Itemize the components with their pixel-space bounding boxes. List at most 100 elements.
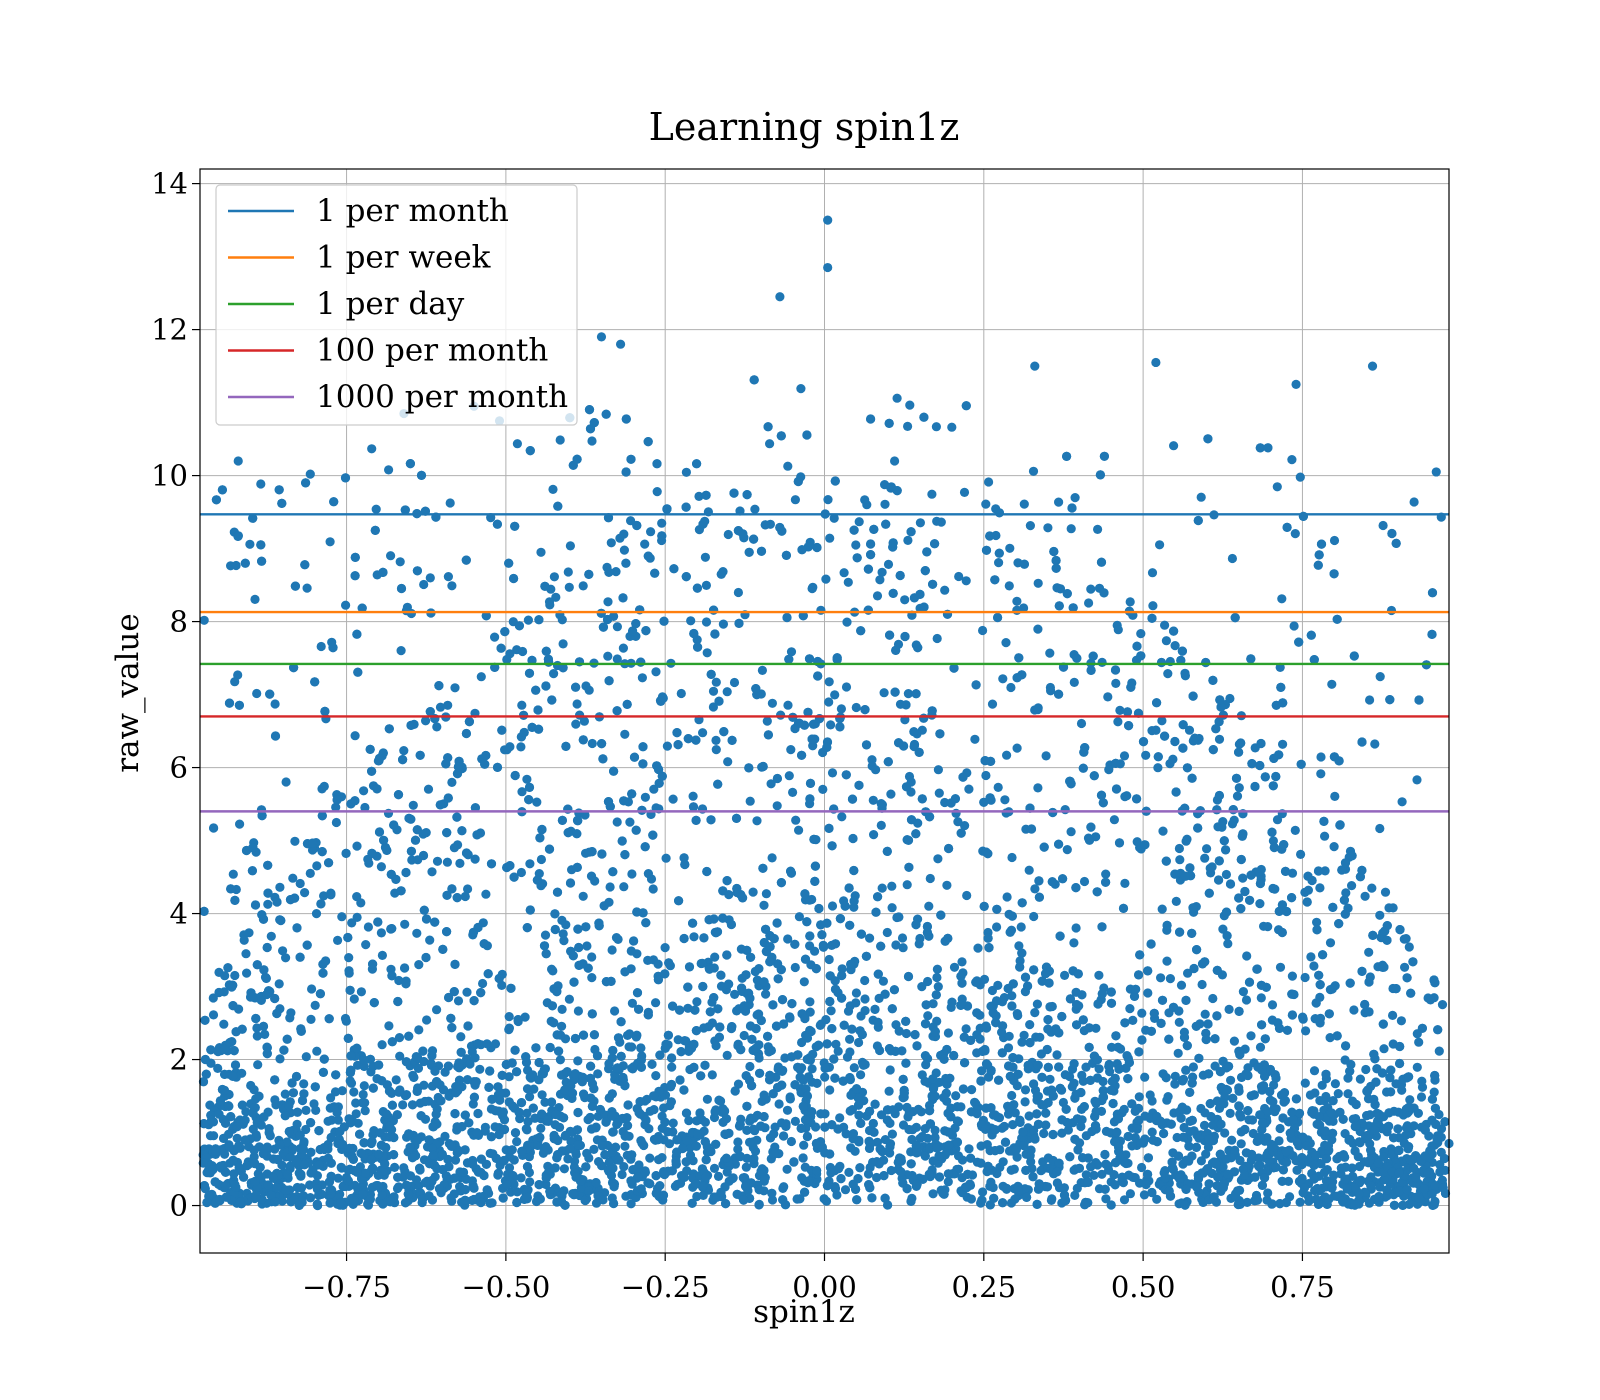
- scatter-point: [463, 884, 473, 894]
- scatter-point: [1099, 451, 1109, 461]
- scatter-point: [376, 928, 386, 938]
- scatter-point: [886, 789, 896, 799]
- scatter-point: [1143, 988, 1153, 998]
- scatter-point: [400, 919, 410, 929]
- scatter-point: [1045, 1074, 1055, 1084]
- scatter-point: [1008, 1120, 1018, 1130]
- scatter-point: [1024, 1111, 1034, 1121]
- scatter-point: [333, 1173, 343, 1183]
- scatter-point: [612, 817, 622, 827]
- scatter-point: [510, 1045, 520, 1055]
- scatter-point: [1051, 555, 1061, 566]
- scatter-point: [943, 1177, 953, 1187]
- scatter-point: [713, 1171, 724, 1181]
- scatter-point: [391, 1075, 401, 1085]
- scatter-point: [951, 1091, 961, 1101]
- scatter-point: [1362, 1111, 1372, 1121]
- scatter-point: [953, 817, 963, 827]
- scatter-point: [380, 1159, 390, 1169]
- scatter-point: [640, 539, 650, 549]
- scatter-point: [872, 1041, 883, 1051]
- scatter-point: [879, 688, 889, 698]
- scatter-point: [683, 982, 693, 992]
- scatter-point: [516, 1173, 526, 1183]
- scatter-point: [421, 716, 431, 726]
- scatter-point: [992, 1112, 1003, 1122]
- scatter-point: [884, 1086, 894, 1096]
- scatter-point: [1248, 1128, 1258, 1139]
- scatter-point: [957, 978, 967, 988]
- scatter-point: [793, 476, 803, 487]
- scatter-point: [558, 663, 568, 673]
- scatter-point: [823, 495, 833, 505]
- scatter-point: [676, 688, 686, 699]
- scatter-point: [395, 557, 405, 567]
- scatter-point: [675, 1005, 685, 1015]
- scatter-point: [1113, 717, 1123, 727]
- scatter-point: [924, 901, 934, 911]
- scatter-point: [376, 862, 386, 872]
- scatter-point: [810, 946, 820, 956]
- scatter-point: [667, 1053, 677, 1063]
- scatter-point: [748, 887, 758, 897]
- scatter-point: [1097, 657, 1107, 668]
- scatter-point: [1046, 686, 1056, 696]
- scatter-point: [213, 1063, 223, 1073]
- scatter-point: [512, 1137, 522, 1147]
- scatter-point: [903, 535, 913, 546]
- scatter-point: [882, 927, 892, 938]
- scatter-point: [1224, 1004, 1234, 1015]
- scatter-point: [1045, 648, 1055, 658]
- scatter-point: [523, 1117, 533, 1127]
- scatter-point: [1202, 844, 1212, 854]
- scatter-point: [890, 456, 900, 466]
- scatter-point: [341, 600, 351, 610]
- scatter-point: [1091, 1023, 1101, 1033]
- scatter-point: [1058, 874, 1068, 884]
- scatter-point: [733, 1137, 743, 1147]
- scatter-point: [234, 700, 244, 710]
- scatter-point: [1039, 1128, 1049, 1139]
- scatter-point: [898, 1120, 909, 1130]
- scatter-point: [851, 988, 862, 998]
- scatter-point: [1047, 1194, 1057, 1204]
- scatter-point: [1030, 884, 1040, 894]
- scatter-point: [1043, 523, 1053, 533]
- scatter-point: [1007, 911, 1017, 921]
- scatter-point: [510, 770, 520, 781]
- scatter-point: [754, 964, 764, 974]
- scatter-point: [887, 1129, 898, 1139]
- scatter-point: [1227, 1135, 1237, 1145]
- scatter-point: [1355, 1074, 1365, 1084]
- scatter-point: [836, 704, 847, 714]
- scatter-point: [684, 1116, 694, 1126]
- scatter-point: [252, 688, 262, 699]
- scatter-point: [504, 1012, 514, 1022]
- scatter-point: [1357, 865, 1367, 876]
- scatter-point: [826, 1006, 836, 1016]
- scatter-point: [668, 794, 678, 804]
- scatter-point: [784, 771, 794, 781]
- scatter-point: [791, 815, 801, 825]
- scatter-point: [1351, 1114, 1361, 1124]
- scatter-point: [341, 848, 351, 859]
- scatter-point: [897, 933, 908, 943]
- scatter-point: [869, 830, 879, 840]
- scatter-point: [1278, 698, 1288, 708]
- scatter-point: [900, 595, 910, 605]
- scatter-point: [790, 495, 801, 505]
- scatter-point: [1246, 654, 1256, 664]
- scatter-point: [587, 738, 597, 749]
- scatter-point: [1300, 887, 1310, 898]
- scatter-point: [306, 1014, 316, 1024]
- scatter-point: [349, 994, 359, 1004]
- scatter-point: [1081, 1170, 1091, 1180]
- scatter-point: [1147, 1127, 1157, 1137]
- scatter-point: [949, 962, 960, 972]
- scatter-point: [971, 680, 981, 690]
- scatter-point: [841, 1129, 851, 1139]
- scatter-point: [1006, 1198, 1017, 1208]
- scatter-point: [574, 808, 584, 818]
- scatter-point: [739, 1030, 749, 1041]
- scatter-point: [352, 629, 362, 639]
